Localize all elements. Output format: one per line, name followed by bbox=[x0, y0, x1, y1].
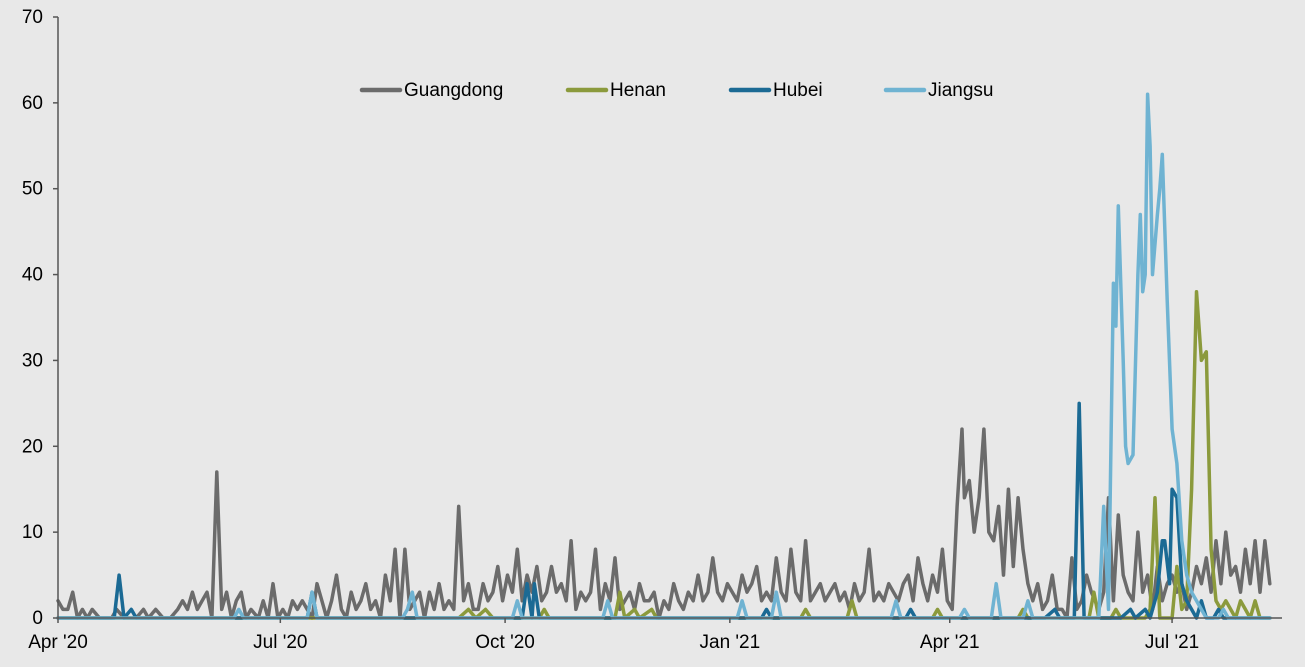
y-tick-label: 20 bbox=[22, 436, 43, 457]
legend: Guangdong Henan Hubei Jiangsu bbox=[359, 80, 994, 101]
series-line-guangdong bbox=[56, 427, 1272, 620]
y-tick-label: 60 bbox=[22, 93, 43, 114]
x-tick-label: Jul '20 bbox=[253, 632, 307, 653]
x-tick-label: Oct '20 bbox=[475, 632, 535, 653]
series-line-henan bbox=[56, 289, 1272, 620]
legend-label-jiangsu: Jiangsu bbox=[928, 80, 994, 101]
legend-label-henan: Henan bbox=[610, 80, 666, 101]
y-axis-ticks: 0 10 20 30 40 50 60 70 bbox=[22, 7, 58, 629]
series-lines bbox=[56, 92, 1272, 620]
legend-label-hubei: Hubei bbox=[773, 80, 823, 101]
x-axis-ticks: Apr '20 Jul '20 Oct '20 Jan '21 Apr '21 Jul '… bbox=[28, 618, 1199, 653]
y-tick-label: 70 bbox=[22, 7, 43, 28]
series-line-jiangsu bbox=[56, 92, 1272, 620]
x-tick-label: Jul '21 bbox=[1145, 632, 1199, 653]
y-tick-label: 10 bbox=[22, 522, 43, 543]
y-tick-label: 30 bbox=[22, 350, 43, 371]
y-tick-label: 0 bbox=[32, 608, 43, 629]
x-tick-label: Apr '20 bbox=[28, 632, 88, 653]
legend-label-guangdong: Guangdong bbox=[404, 80, 503, 101]
y-tick-label: 50 bbox=[22, 179, 43, 200]
y-tick-label: 40 bbox=[22, 265, 43, 286]
x-tick-label: Apr '21 bbox=[920, 632, 980, 653]
x-tick-label: Jan '21 bbox=[700, 632, 761, 653]
